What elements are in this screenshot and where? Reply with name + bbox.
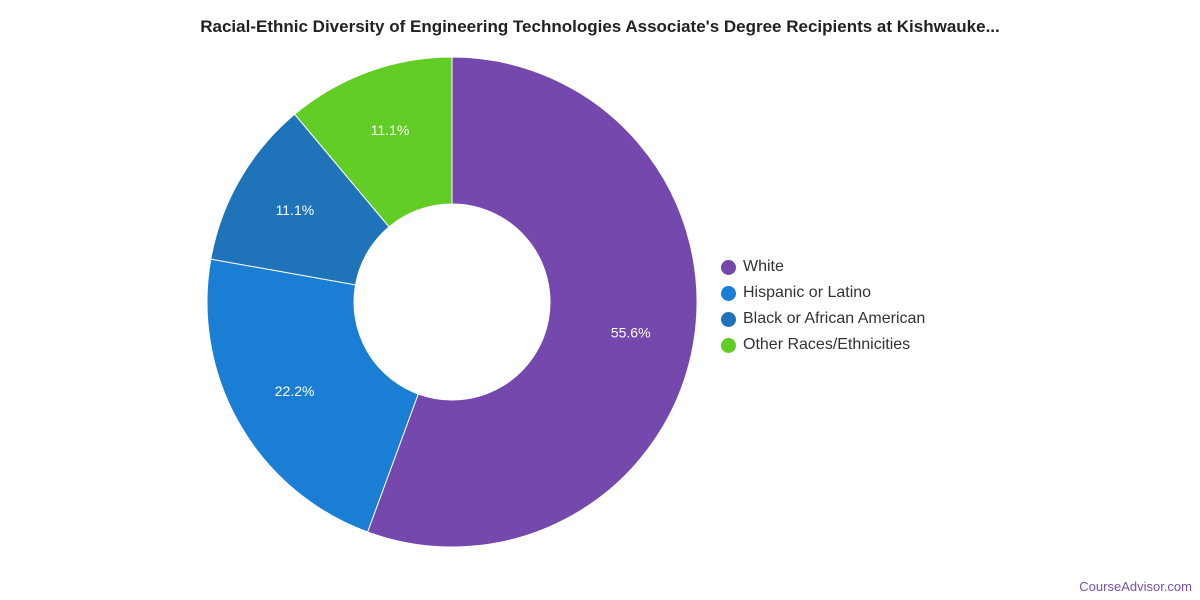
data-label-white: 55.6% bbox=[611, 324, 651, 340]
legend-label-white: White bbox=[743, 258, 784, 275]
legend-label-hispanic-or-latino: Hispanic or Latino bbox=[743, 284, 872, 301]
chart-title: Racial-Ethnic Diversity of Engineering T… bbox=[200, 17, 1000, 36]
legend-label-other-races-ethnicities: Other Races/Ethnicities bbox=[743, 336, 911, 353]
legend-swatch-black-or-african-american bbox=[721, 311, 736, 327]
legend-item-black-or-african-american[interactable]: Black or African American bbox=[721, 306, 925, 332]
watermark[interactable]: CourseAdvisor.com bbox=[1079, 579, 1192, 594]
legend-swatch-white bbox=[721, 259, 736, 275]
data-label-hispanic-or-latino: 22.2% bbox=[275, 383, 315, 399]
data-label-other-races-ethnicities: 11.1% bbox=[371, 122, 410, 138]
slice-hispanic-or-latino[interactable] bbox=[206, 258, 419, 533]
legend-label-black-or-african-american: Black or African American bbox=[743, 310, 926, 327]
legend-item-hispanic-or-latino[interactable]: Hispanic or Latino bbox=[721, 280, 925, 306]
data-label-black-or-african-american: 11.1% bbox=[276, 202, 315, 218]
legend: White Hispanic or Latino Black or Africa… bbox=[721, 254, 925, 358]
slice-white[interactable] bbox=[366, 56, 698, 548]
slice-other-races-ethnicities[interactable] bbox=[293, 56, 453, 228]
legend-item-white[interactable]: White bbox=[721, 254, 925, 280]
legend-item-other-races-ethnicities[interactable]: Other Races/Ethnicities bbox=[721, 332, 925, 358]
legend-swatch-hispanic-or-latino bbox=[721, 285, 736, 301]
legend-swatch-other-races-ethnicities bbox=[721, 337, 736, 353]
slice-black-or-african-american[interactable] bbox=[210, 113, 390, 286]
